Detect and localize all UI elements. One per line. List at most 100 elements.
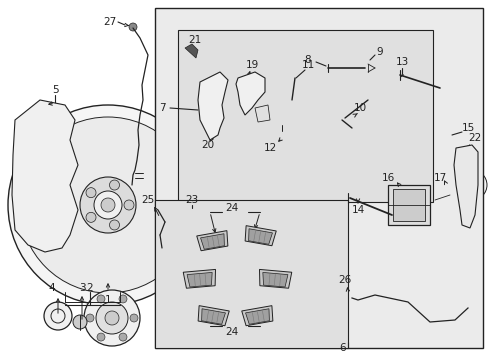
- Circle shape: [86, 212, 96, 222]
- Text: 25: 25: [142, 195, 155, 205]
- Polygon shape: [242, 306, 273, 326]
- Circle shape: [345, 293, 351, 299]
- Circle shape: [60, 174, 68, 182]
- Text: 18: 18: [455, 173, 468, 183]
- Circle shape: [435, 190, 455, 210]
- Text: 2: 2: [87, 283, 93, 293]
- Text: 1: 1: [105, 295, 111, 305]
- Text: 24: 24: [225, 327, 239, 337]
- Polygon shape: [200, 234, 224, 249]
- Text: 13: 13: [395, 57, 409, 67]
- Bar: [388, 185, 430, 225]
- Polygon shape: [248, 229, 272, 244]
- Text: 8: 8: [305, 55, 311, 65]
- Circle shape: [124, 200, 134, 210]
- Circle shape: [279, 135, 285, 141]
- Polygon shape: [263, 273, 288, 287]
- Text: 17: 17: [433, 173, 446, 183]
- Circle shape: [109, 180, 120, 190]
- Text: 4: 4: [49, 283, 55, 293]
- Bar: [155, 200, 348, 348]
- Polygon shape: [12, 100, 78, 252]
- Circle shape: [340, 63, 350, 73]
- Polygon shape: [454, 145, 478, 228]
- Circle shape: [16, 150, 72, 206]
- Circle shape: [73, 315, 87, 329]
- Polygon shape: [260, 269, 292, 288]
- Circle shape: [109, 220, 120, 230]
- Polygon shape: [245, 309, 270, 324]
- Circle shape: [97, 333, 105, 341]
- Circle shape: [46, 193, 54, 201]
- Circle shape: [8, 105, 208, 305]
- Circle shape: [434, 130, 450, 146]
- Text: 14: 14: [351, 205, 365, 215]
- Circle shape: [462, 298, 478, 314]
- Circle shape: [30, 164, 58, 192]
- Circle shape: [24, 186, 32, 194]
- Polygon shape: [198, 72, 228, 140]
- Circle shape: [101, 198, 115, 212]
- Circle shape: [24, 162, 32, 170]
- Circle shape: [97, 295, 105, 303]
- Text: 24: 24: [225, 203, 239, 213]
- Circle shape: [436, 84, 448, 96]
- Circle shape: [80, 177, 136, 233]
- Text: 23: 23: [185, 195, 198, 205]
- Circle shape: [44, 302, 72, 330]
- Circle shape: [288, 98, 298, 108]
- Polygon shape: [197, 231, 228, 251]
- Text: 11: 11: [301, 60, 315, 70]
- Polygon shape: [185, 44, 198, 58]
- Polygon shape: [187, 273, 212, 287]
- Circle shape: [275, 131, 289, 145]
- Polygon shape: [198, 306, 229, 326]
- Circle shape: [94, 191, 122, 219]
- Circle shape: [20, 117, 196, 293]
- Circle shape: [119, 333, 127, 341]
- Circle shape: [84, 290, 140, 346]
- Circle shape: [342, 290, 354, 302]
- Text: 19: 19: [245, 60, 259, 70]
- Circle shape: [96, 302, 128, 334]
- Circle shape: [438, 134, 446, 142]
- Text: 7: 7: [159, 103, 165, 113]
- Polygon shape: [183, 269, 216, 288]
- Text: 27: 27: [103, 17, 117, 27]
- Polygon shape: [236, 72, 265, 115]
- Text: 9: 9: [377, 47, 383, 57]
- Text: 5: 5: [51, 85, 58, 95]
- Circle shape: [364, 92, 376, 104]
- Circle shape: [457, 197, 467, 207]
- Circle shape: [205, 100, 221, 116]
- Text: 26: 26: [339, 275, 352, 285]
- Text: 22: 22: [468, 133, 482, 143]
- Circle shape: [86, 314, 94, 322]
- Text: 3: 3: [79, 283, 85, 293]
- Text: 16: 16: [381, 173, 394, 183]
- Polygon shape: [201, 309, 225, 324]
- Text: 21: 21: [188, 35, 201, 45]
- Circle shape: [46, 155, 54, 163]
- Text: 10: 10: [353, 103, 367, 113]
- Circle shape: [119, 295, 127, 303]
- Circle shape: [105, 311, 119, 325]
- Circle shape: [466, 302, 474, 310]
- Circle shape: [427, 182, 463, 218]
- Circle shape: [129, 23, 137, 31]
- Polygon shape: [245, 226, 276, 246]
- Circle shape: [457, 170, 487, 200]
- Circle shape: [452, 192, 472, 212]
- Text: 20: 20: [201, 140, 215, 150]
- Circle shape: [243, 88, 257, 102]
- Circle shape: [86, 188, 96, 198]
- Polygon shape: [255, 105, 270, 122]
- Text: 12: 12: [264, 143, 277, 153]
- Bar: [178, 30, 433, 202]
- Circle shape: [290, 97, 296, 103]
- Text: 6: 6: [340, 343, 346, 353]
- Text: 15: 15: [462, 123, 475, 133]
- Bar: [155, 8, 483, 348]
- Circle shape: [130, 314, 138, 322]
- Bar: [393, 189, 425, 221]
